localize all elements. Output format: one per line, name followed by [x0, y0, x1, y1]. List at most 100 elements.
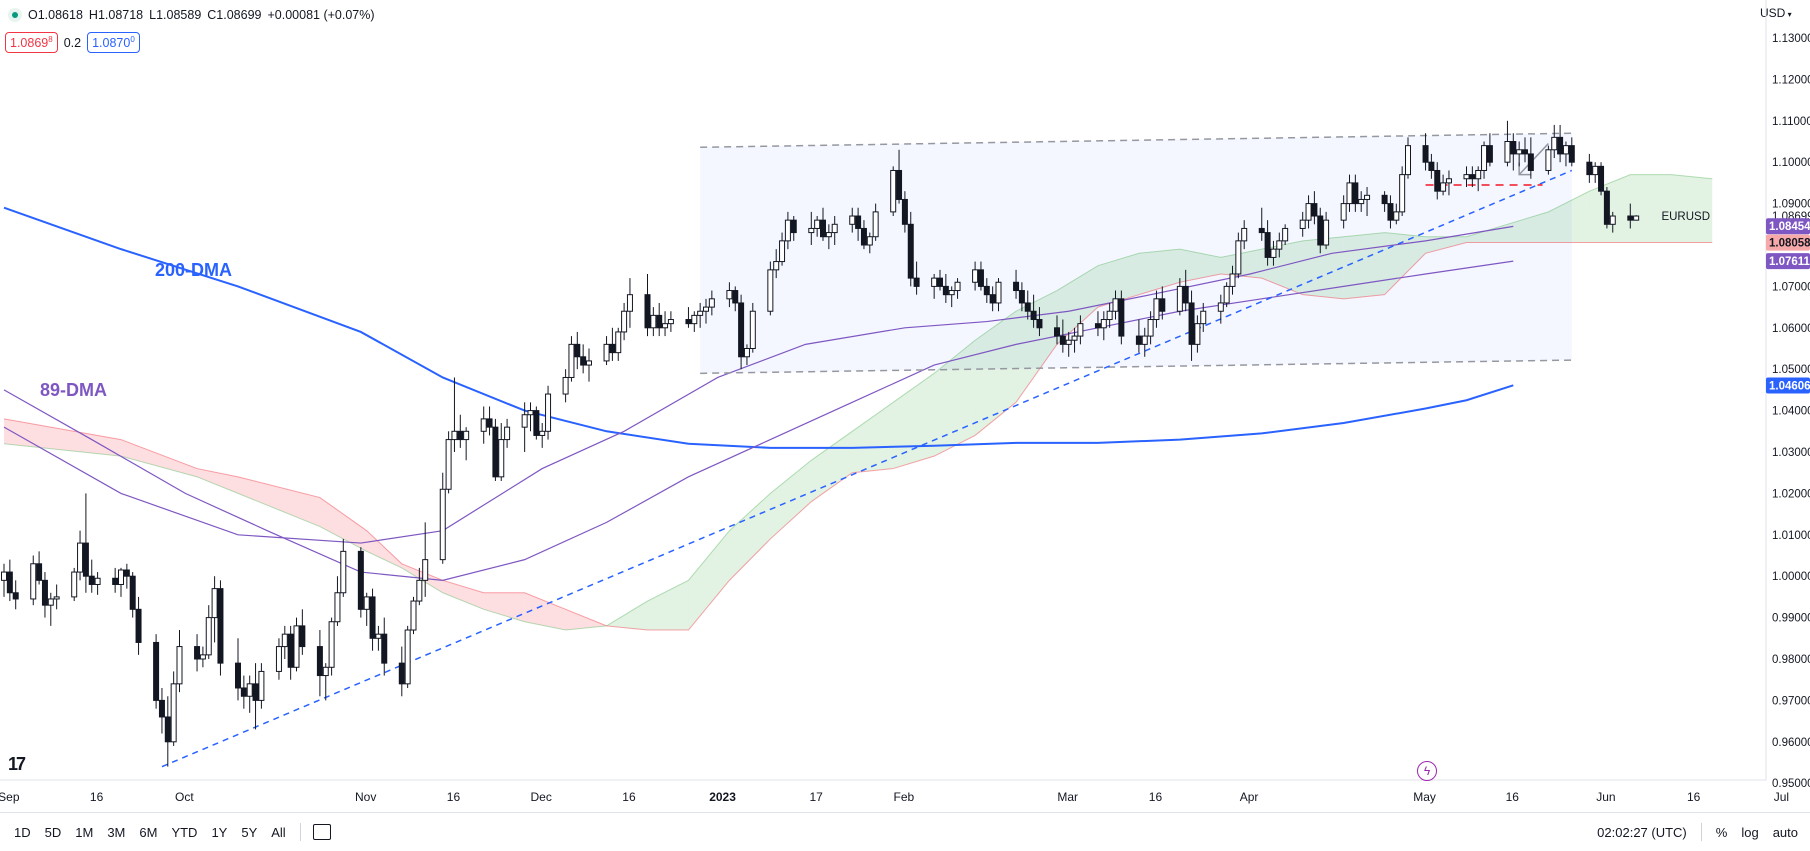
price-chart[interactable]: 200-DMA 89-DMA 1.13000 1.12000 1.11000 1.1000… — [0, 0, 1810, 812]
timeframe-1d[interactable]: 1D — [14, 824, 31, 840]
candle — [1118, 290, 1125, 345]
candle — [1486, 133, 1493, 167]
candle — [609, 327, 616, 361]
candle-body — [1463, 174, 1470, 180]
candle-body — [1223, 285, 1230, 304]
buy-button[interactable]: 1.08700 — [87, 32, 140, 54]
timeframe-5d[interactable]: 5D — [44, 824, 62, 840]
percent-toggle[interactable]: % — [1715, 824, 1728, 840]
candle-body — [989, 294, 996, 304]
candle — [814, 216, 821, 237]
candle — [983, 278, 990, 303]
y-tick-label: 0.98000 — [1772, 654, 1810, 666]
candle-body — [217, 588, 224, 664]
candle-body — [422, 559, 429, 581]
candle — [240, 675, 247, 709]
ichimoku-cloud-segment — [1016, 290, 1057, 403]
candle — [697, 302, 704, 328]
candle — [1469, 166, 1476, 188]
timeframe-1y[interactable]: 1Y — [211, 824, 228, 840]
candle — [708, 290, 715, 316]
timeframe-3m[interactable]: 3M — [107, 824, 126, 840]
candle-body — [1194, 323, 1201, 345]
ichimoku-cloud-segment — [524, 592, 566, 631]
candle — [615, 327, 622, 361]
ichimoku-cloud-segment — [1097, 253, 1139, 308]
candle — [1036, 307, 1043, 337]
candle — [1562, 141, 1569, 167]
candle-body — [41, 579, 48, 606]
dma89-label: 89-DMA — [40, 380, 107, 400]
candle — [726, 282, 733, 308]
x-tick-label: Sep — [0, 790, 20, 804]
market-status-icon[interactable] — [8, 8, 22, 22]
candle-body — [357, 550, 364, 610]
candle — [872, 203, 879, 241]
candle-body — [1598, 165, 1605, 192]
candle-body — [1264, 232, 1271, 258]
candle — [931, 273, 938, 299]
log-toggle[interactable]: log — [1741, 824, 1759, 840]
candle — [246, 675, 253, 713]
candle-body — [381, 633, 388, 664]
timeframe-5y[interactable]: 5Y — [241, 824, 258, 840]
candle-body — [995, 281, 1002, 304]
candle-body — [1159, 298, 1166, 312]
low-value: L1.08589 — [149, 8, 202, 22]
candle-body — [972, 269, 979, 283]
candle — [1516, 141, 1523, 167]
timeframe-1m[interactable]: 1M — [75, 824, 94, 840]
candle-body — [1358, 198, 1365, 205]
price-tag-bg — [1766, 234, 1810, 251]
y-tick-label: 1.02000 — [1772, 488, 1810, 500]
ichimoku-cloud-segment — [1302, 236, 1344, 299]
candle — [129, 572, 136, 618]
channel-upper-line — [700, 132, 1572, 149]
candle-body — [1094, 323, 1101, 329]
timeframe-6m[interactable]: 6M — [139, 824, 158, 840]
candle — [1235, 232, 1242, 279]
clock-label[interactable]: 02:02:27 (UTC) — [1597, 824, 1687, 840]
candle-body — [451, 430, 458, 441]
candle — [498, 423, 505, 481]
candle-body — [533, 410, 540, 436]
sell-button[interactable]: 1.08698 — [5, 32, 58, 54]
y-tick-label: 1.11000 — [1772, 116, 1810, 128]
candle — [340, 538, 347, 597]
candle — [1065, 331, 1072, 357]
x-tick-label: May — [1413, 790, 1436, 804]
x-tick-label: Jun — [1596, 790, 1615, 804]
candle — [866, 232, 873, 254]
candle — [275, 638, 282, 680]
ichimoku-cloud-segment — [442, 580, 484, 610]
lightning-icon[interactable]: ϟ — [1417, 761, 1437, 781]
candle-body — [539, 430, 546, 436]
candle-body — [790, 219, 797, 234]
calendar-icon[interactable] — [312, 824, 331, 840]
y-tick-label: 0.99000 — [1772, 613, 1810, 625]
timeframe-ytd[interactable]: YTD — [171, 824, 198, 840]
candle-body — [954, 281, 961, 292]
auto-toggle[interactable]: auto — [1772, 824, 1798, 840]
candle — [123, 563, 130, 589]
candle — [1282, 224, 1289, 245]
timeframe-all[interactable]: All — [271, 824, 286, 840]
candle — [972, 261, 979, 291]
candle — [1399, 166, 1406, 217]
price-tag-value: 1.07611 — [1769, 256, 1810, 268]
candle-body — [293, 625, 300, 668]
candle-body — [931, 277, 938, 287]
candle-body — [1387, 203, 1394, 221]
candle-body — [492, 426, 499, 478]
candle — [1030, 294, 1037, 328]
price-tag: 1.08058 — [1766, 234, 1810, 251]
candle — [1633, 215, 1640, 221]
candle — [574, 331, 581, 370]
x-tick-label: Nov — [355, 790, 376, 804]
tradingview-logo[interactable]: 17 — [8, 754, 26, 774]
candle — [662, 311, 669, 337]
candle — [1510, 133, 1517, 171]
candle-body — [30, 563, 37, 600]
candle — [626, 278, 633, 328]
candle — [703, 298, 709, 324]
